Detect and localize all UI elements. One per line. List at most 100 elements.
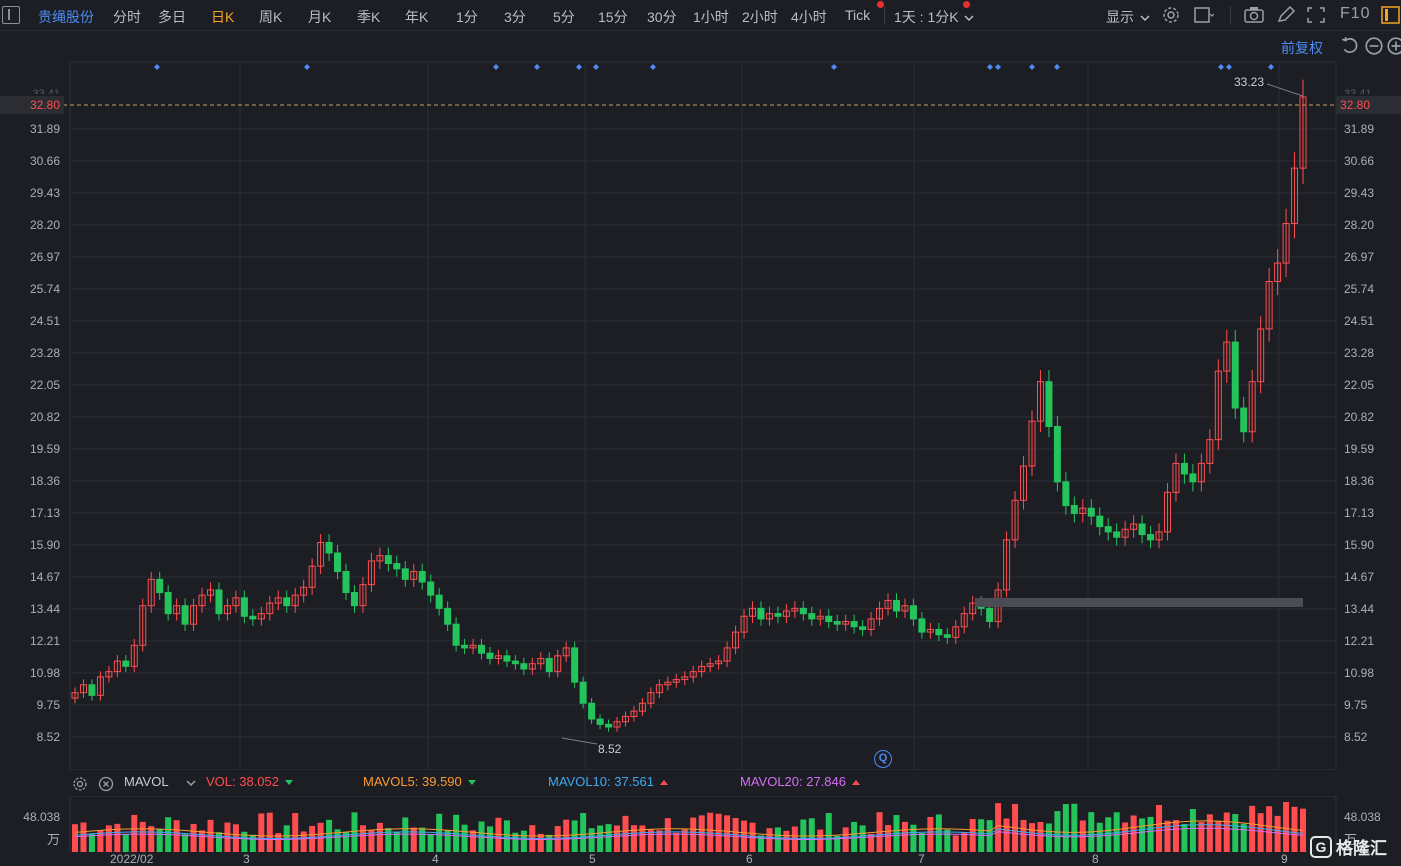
volume-bar [1105,817,1112,852]
candle-up [232,597,240,607]
tab-monthly-k[interactable]: 月K [308,9,332,25]
watermark-logo-mark: G [1310,835,1332,858]
tab-2hour[interactable]: 2小时 [742,9,778,25]
indicator-settings-icon[interactable] [72,776,88,792]
volume-bar [148,826,155,852]
volume-bar [1037,822,1044,852]
volume-bar [114,823,121,852]
drawing-tool-icon[interactable] [1192,5,1215,25]
candle-up [1282,223,1290,264]
price-axis-tick: 23.28 [1344,346,1375,360]
volume-bar [1274,815,1281,852]
candle-up [1036,381,1044,422]
q-marker-letter: Q [878,752,888,764]
watermark-text: 格隆汇 [1336,839,1387,858]
mavol10-value-text: MAVOL10: 37.561 [548,774,654,789]
tab-3min[interactable]: 3分 [504,9,526,25]
adjust-forward-button[interactable]: 前复权 [1281,40,1323,56]
candle-down [935,628,943,636]
tab-multi-day[interactable]: 多日 [158,9,186,25]
candle-up [876,607,884,620]
candle-down [605,723,613,728]
date-label: 7 [918,852,925,866]
display-menu[interactable]: 显示 [1106,7,1150,27]
volume-bar [97,830,104,852]
candle-down [503,655,511,662]
indicator-select[interactable]: MAVOL [124,774,196,794]
volume-bar [351,812,358,852]
event-marker [1218,64,1224,70]
tab-quarterly-k[interactable]: 季K [357,9,381,25]
mavol-line [74,827,1304,841]
candle-down [325,541,333,554]
candle-down [1240,407,1248,433]
volume-bar [1003,818,1010,852]
layout-icon[interactable] [2,6,20,24]
candle-up [621,715,629,723]
candle-down [122,660,130,667]
tab-weekly-k[interactable]: 周K [259,9,283,25]
tab-30min[interactable]: 30分 [647,9,677,25]
f10-button[interactable]: F10 [1340,5,1371,22]
zoom-in-icon[interactable] [1385,36,1401,56]
candle-down [808,613,816,620]
volume-bar [1062,804,1069,852]
candle-up [969,602,977,615]
tab-daily-k[interactable]: 日K [211,9,235,25]
q-marker-icon[interactable]: Q [874,750,892,768]
tab-intraday[interactable]: 分时 [113,9,141,25]
display-menu-label: 显示 [1106,9,1134,25]
volume-axis-value-left: 48.038 [23,810,60,824]
event-marker [1226,64,1232,70]
volume-chart[interactable] [0,796,1401,852]
candle-up [1265,280,1273,330]
candle-down [156,578,164,594]
tab-5min[interactable]: 5分 [553,9,575,25]
tab-4hour[interactable]: 4小时 [791,9,827,25]
vol-value: VOL: 38.052 [206,774,293,794]
tab-15min[interactable]: 15分 [598,9,628,25]
volume-bar [707,812,714,852]
reset-icon[interactable] [1339,36,1358,56]
tab-yearly-k[interactable]: 年K [405,9,429,25]
volume-bar [444,830,451,852]
panel-toggle-icon[interactable] [1380,5,1401,25]
candle-up [960,613,968,628]
candle-up [317,541,325,567]
indicator-close-icon[interactable] [98,776,114,792]
candle-up [1197,462,1205,483]
price-axis-tick: 10.98 [29,666,60,680]
volume-bar [664,818,671,852]
candle-up [926,628,934,633]
candle-down [596,718,604,725]
pencil-icon[interactable] [1275,5,1297,25]
price-axis-tick: 30.66 [1344,154,1375,168]
volume-bar [698,815,705,852]
stock-name[interactable]: 贵绳股份 [38,9,94,25]
candle-down [579,681,587,704]
candlestick-chart[interactable] [0,58,1401,770]
volume-bar [868,833,875,852]
volume-bar [182,834,189,852]
volume-bar [376,822,383,852]
interval-select[interactable]: 1天 : 1分K [894,7,975,27]
volume-bar [1232,814,1239,852]
camera-icon[interactable] [1243,5,1265,25]
price-axis-tick: 13.44 [1344,602,1375,616]
plot-frame [69,61,1337,770]
settings-gear-icon[interactable] [1160,5,1182,25]
fullscreen-icon[interactable] [1305,5,1327,25]
tab-1hour[interactable]: 1小时 [693,9,729,25]
candle-up [1028,420,1036,467]
volume-bar [681,829,688,852]
tab-1min[interactable]: 1分 [456,9,478,25]
price-axis-tick: 8.52 [36,730,60,744]
candle-down [444,607,452,625]
volume-bar [605,824,612,852]
tab-tick[interactable]: Tick [845,7,871,23]
volume-bar [402,817,409,852]
volume-bar [995,803,1002,852]
volume-bar [910,824,917,852]
candle-down [164,592,172,615]
zoom-out-icon[interactable] [1363,36,1383,56]
